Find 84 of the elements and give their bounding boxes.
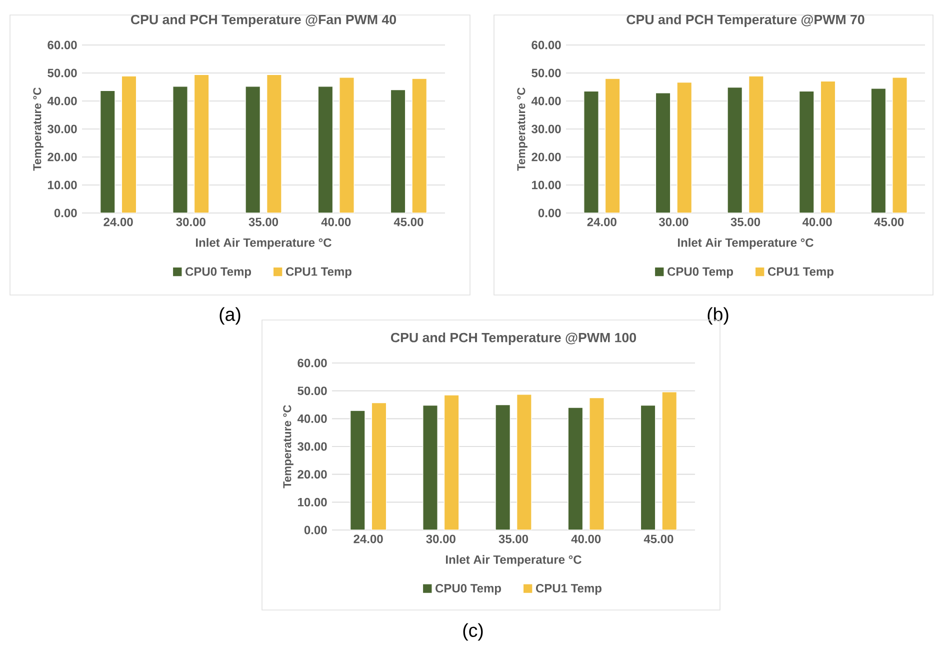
y-tick-label: 0.00 — [54, 208, 77, 218]
x-tick-label: 45.00 — [644, 534, 674, 544]
y-axis-title: Temperature °C — [283, 404, 294, 488]
bar — [589, 397, 604, 530]
y-tick-label: 20.00 — [298, 470, 327, 479]
y-tick-label: 30.00 — [298, 442, 327, 451]
y-tick-label: 10.00 — [298, 498, 327, 506]
x-axis-title: Inlet Air Temperature °C — [446, 555, 582, 566]
y-tick-label: 0.00 — [538, 208, 561, 218]
y-tick-label: 0.00 — [304, 526, 327, 534]
y-tick-label: 30.00 — [48, 124, 77, 134]
bar — [422, 404, 438, 530]
bar — [798, 90, 814, 213]
bar — [584, 90, 599, 213]
x-tick-label: 40.00 — [321, 218, 351, 226]
legend-label: CPU1 Temp — [536, 584, 602, 595]
x-tick-label: 40.00 — [802, 218, 832, 226]
legend-label: CPU1 Temp — [768, 267, 834, 278]
legend-label: CPU0 Temp — [436, 584, 502, 595]
x-tick-label: 35.00 — [498, 534, 528, 544]
chart-title: CPU and PCH Temperature @Fan PWM 40 — [130, 14, 396, 27]
y-tick-label: 10.00 — [532, 180, 561, 190]
x-tick-label: 30.00 — [426, 534, 456, 544]
bar — [820, 80, 836, 213]
bar — [568, 407, 584, 530]
x-tick-label: 24.00 — [354, 534, 383, 544]
x-tick-label: 30.00 — [176, 218, 206, 226]
legend-label: CPU1 Temp — [286, 267, 352, 278]
bar — [676, 82, 692, 213]
bar — [318, 86, 334, 213]
x-axis-title: Inlet Air Temperature °C — [678, 238, 814, 250]
bar — [662, 392, 678, 530]
chart-title: CPU and PCH Temperature @PWM 70 — [626, 14, 864, 27]
bar — [245, 86, 261, 213]
bar — [412, 78, 428, 213]
bar — [495, 404, 511, 530]
x-tick-label: 40.00 — [571, 534, 601, 544]
y-tick-label: 60.00 — [48, 40, 77, 50]
x-tick-label: 30.00 — [658, 218, 688, 226]
bar — [390, 89, 406, 213]
y-tick-label: 50.00 — [532, 68, 561, 78]
bar — [640, 404, 656, 530]
bar — [100, 90, 116, 213]
x-tick-label: 45.00 — [874, 218, 904, 226]
bar — [870, 88, 886, 213]
y-tick-label: 10.00 — [48, 180, 77, 190]
bar — [121, 76, 137, 213]
bar — [516, 394, 532, 530]
y-tick-label: 50.00 — [298, 386, 327, 396]
x-tick-label: 24.00 — [587, 218, 616, 226]
x-axis-title: Inlet Air Temperature °C — [196, 238, 332, 250]
y-tick-label: 50.00 — [48, 68, 77, 78]
bar — [748, 76, 764, 213]
legend-label: CPU0 Temp — [186, 267, 252, 278]
x-tick-label: 35.00 — [248, 218, 278, 226]
bar — [727, 86, 743, 213]
chart-title: CPU and PCH Temperature @PWM 100 — [390, 332, 636, 345]
y-tick-label: 40.00 — [531, 96, 561, 106]
text: (c) — [463, 623, 483, 641]
bar — [892, 77, 908, 213]
bar — [655, 92, 671, 213]
y-tick-label: 30.00 — [532, 124, 561, 134]
bar — [604, 78, 620, 213]
y-tick-label: 60.00 — [532, 40, 561, 50]
y-axis-title: Temperature °C — [33, 87, 44, 171]
bar — [194, 74, 210, 213]
bar — [172, 86, 188, 213]
legend-label: CPU0 Temp — [668, 267, 734, 278]
y-tick-label: 40.00 — [297, 414, 327, 423]
bar — [371, 402, 387, 530]
bar — [266, 74, 282, 213]
text: (a) — [220, 307, 240, 325]
bar — [444, 394, 460, 530]
y-tick-label: 40.00 — [47, 96, 77, 106]
y-tick-label: 60.00 — [298, 358, 327, 368]
text: (b) — [708, 307, 728, 325]
bar — [339, 77, 354, 213]
bar — [350, 410, 366, 530]
x-tick-label: 24.00 — [104, 218, 133, 226]
y-axis-title: Temperature °C — [517, 87, 528, 171]
y-tick-label: 20.00 — [532, 152, 561, 162]
x-tick-label: 45.00 — [394, 218, 424, 226]
y-tick-label: 20.00 — [48, 152, 77, 162]
x-tick-label: 35.00 — [730, 218, 760, 226]
